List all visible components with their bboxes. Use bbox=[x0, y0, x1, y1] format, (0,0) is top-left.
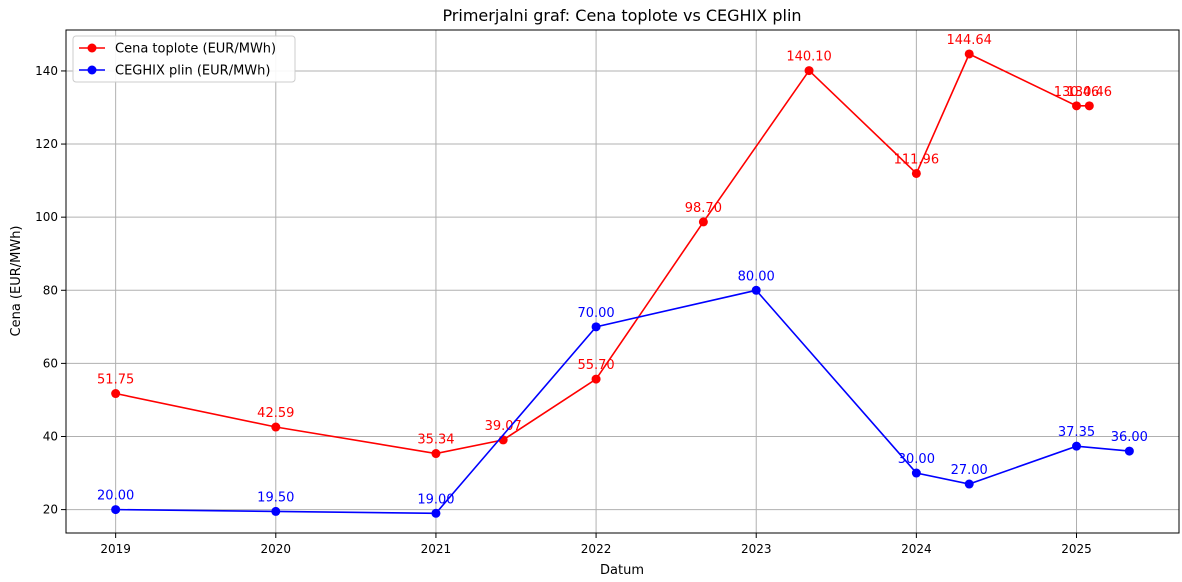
data-point bbox=[111, 389, 121, 399]
data-label: 36.00 bbox=[1111, 430, 1148, 445]
y-tick-label: 80 bbox=[43, 283, 58, 297]
data-point bbox=[1124, 446, 1134, 456]
data-point bbox=[911, 468, 921, 478]
data-label: 37.35 bbox=[1058, 425, 1095, 440]
legend-item: CEGHIX plin (EUR/MWh) bbox=[79, 64, 270, 79]
data-point bbox=[431, 508, 441, 518]
series-line bbox=[115, 289, 1130, 515]
data-label: 19.50 bbox=[257, 490, 294, 505]
legend-item: Cena toplote (EUR/MWh) bbox=[79, 42, 276, 57]
y-tick-label: 40 bbox=[43, 429, 58, 443]
y-tick-label: 20 bbox=[43, 503, 58, 517]
axis-ticks: 2019 2020 2021 2022 2023 2024 2025 20 40 60 80 100 1… bbox=[35, 64, 1092, 556]
data-point bbox=[1084, 101, 1094, 111]
legend-label: Cena toplote (EUR/MWh) bbox=[115, 42, 276, 57]
data-point bbox=[698, 217, 708, 227]
data-point bbox=[271, 422, 281, 432]
y-tick-label: 140 bbox=[35, 64, 58, 78]
data-label: 51.75 bbox=[97, 373, 134, 388]
data-point bbox=[591, 322, 601, 332]
data-point bbox=[271, 506, 281, 516]
data-point bbox=[964, 49, 974, 59]
y-axis-title: Cena (EUR/MWh) bbox=[9, 225, 24, 336]
legend: Cena toplote (EUR/MWh) CEGHIX plin (EUR/M… bbox=[72, 35, 296, 83]
data-point bbox=[111, 505, 121, 515]
data-label: 42.59 bbox=[257, 406, 294, 421]
chart-title: Primerjalni graf: Cena toplote vs CEGHIX… bbox=[442, 6, 801, 25]
x-tick-label: 2021 bbox=[421, 542, 452, 556]
legend-marker bbox=[87, 65, 97, 75]
legend-marker bbox=[87, 43, 97, 53]
data-label: 27.00 bbox=[951, 463, 988, 478]
data-label: 80.00 bbox=[738, 269, 775, 284]
data-label: 144.64 bbox=[946, 33, 992, 48]
plot-area bbox=[65, 29, 1180, 534]
data-label: 130.46 bbox=[1067, 85, 1113, 100]
data-label: 140.10 bbox=[786, 50, 832, 65]
series: 51.75 42.59 35.34 39.07 55.70 98.70 140.10 111.… bbox=[97, 33, 1148, 518]
x-tick-label: 2020 bbox=[261, 542, 292, 556]
data-point bbox=[911, 168, 921, 178]
data-label: 19.00 bbox=[417, 492, 454, 507]
x-axis-title: Datum bbox=[600, 563, 644, 578]
x-tick-label: 2023 bbox=[741, 542, 772, 556]
data-point bbox=[804, 66, 814, 76]
data-label: 130.46 bbox=[1054, 85, 1100, 100]
x-tick-label: 2022 bbox=[581, 542, 612, 556]
legend-box bbox=[72, 35, 296, 83]
data-point bbox=[1072, 441, 1082, 451]
x-tick-label: 2024 bbox=[901, 542, 932, 556]
legend-label: CEGHIX plin (EUR/MWh) bbox=[115, 64, 270, 79]
data-label: 20.00 bbox=[97, 489, 134, 504]
data-label: 55.70 bbox=[577, 358, 614, 373]
data-point bbox=[964, 479, 974, 489]
series-1: 51.75 42.59 35.34 39.07 55.70 98.70 140.10 111.… bbox=[97, 33, 1113, 459]
data-label: 30.00 bbox=[898, 452, 935, 467]
data-point bbox=[1072, 101, 1082, 111]
y-tick-label: 60 bbox=[43, 356, 58, 370]
data-label: 35.34 bbox=[417, 433, 454, 448]
data-label: 39.07 bbox=[485, 419, 522, 434]
y-tick-label: 120 bbox=[35, 137, 58, 151]
data-point bbox=[751, 285, 761, 295]
data-point bbox=[498, 435, 508, 445]
x-tick-label: 2025 bbox=[1061, 542, 1092, 556]
data-label: 70.00 bbox=[577, 306, 614, 321]
series-2: 20.00 19.50 19.00 70.00 80.00 30.00 27.00 37.35… bbox=[97, 269, 1148, 518]
grid bbox=[66, 30, 1179, 533]
data-label: 98.70 bbox=[685, 201, 722, 216]
data-label: 111.96 bbox=[894, 152, 940, 167]
data-point bbox=[431, 449, 441, 459]
x-tick-label: 2019 bbox=[100, 542, 131, 556]
series-line bbox=[115, 52, 1090, 455]
data-point bbox=[591, 374, 601, 384]
y-tick-label: 100 bbox=[35, 210, 58, 224]
